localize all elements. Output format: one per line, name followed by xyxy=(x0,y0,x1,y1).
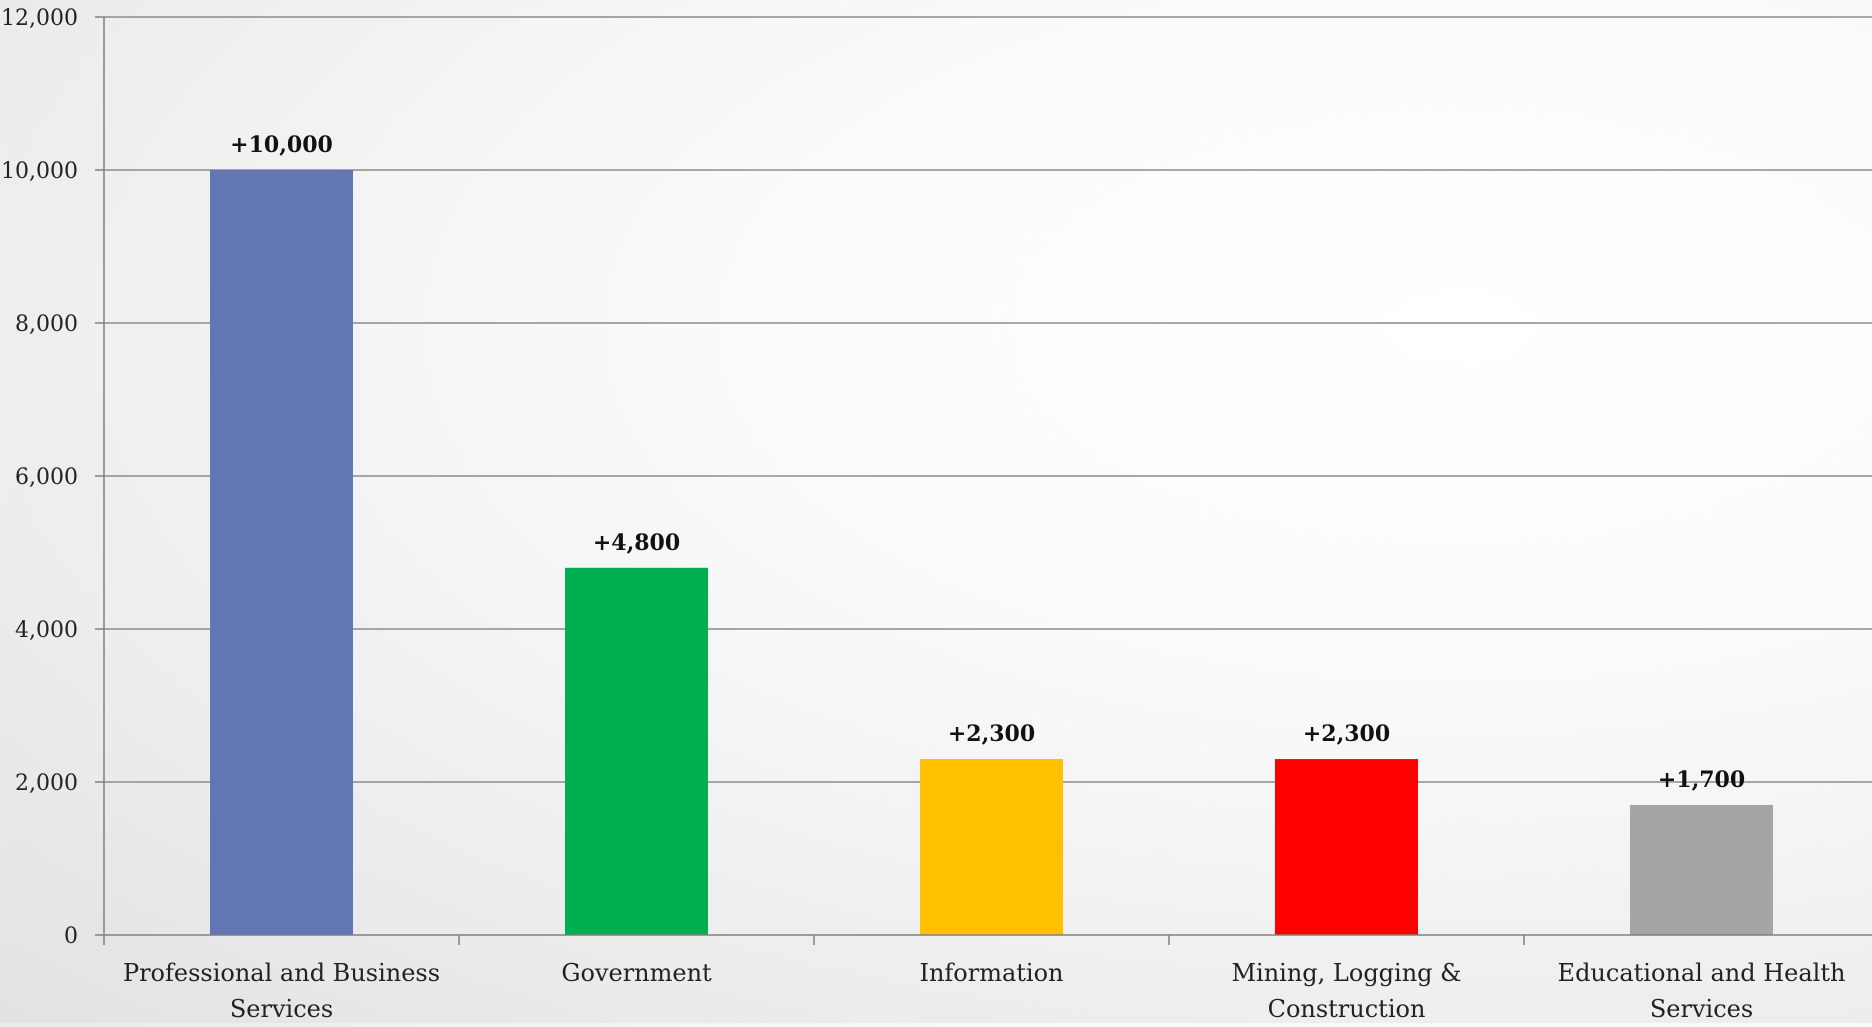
category-label: Educational and Health Services xyxy=(1558,959,1846,1023)
category-label: Government xyxy=(561,959,712,987)
category-label-line: Government xyxy=(561,959,712,987)
category-label-line: Educational and Health xyxy=(1558,959,1846,987)
data-label: +1,700 xyxy=(1658,767,1745,793)
y-tick-label: 4,000 xyxy=(15,618,78,643)
category-label-line: Professional and Business xyxy=(123,959,440,987)
category-label-line: Services xyxy=(1650,995,1753,1023)
y-tick-label: 12,000 xyxy=(1,6,78,31)
labels: 0 2,000 4,000 6,000 8,000 10,000 12,000 +10,000… xyxy=(1,6,1845,1023)
bar xyxy=(1275,759,1418,935)
data-label: +2,300 xyxy=(948,721,1035,747)
bar xyxy=(565,567,708,935)
category-label: Mining, Logging & Construction xyxy=(1231,959,1461,1023)
y-tick-label: 6,000 xyxy=(15,465,78,490)
category-label-line: Construction xyxy=(1268,995,1426,1023)
y-tick-label: 8,000 xyxy=(15,312,78,337)
data-label: +2,300 xyxy=(1303,721,1390,747)
axes xyxy=(95,16,1872,945)
bars xyxy=(210,170,1773,935)
category-label-line: Mining, Logging & xyxy=(1231,959,1461,987)
bar xyxy=(920,759,1063,935)
bar xyxy=(210,170,353,935)
bar xyxy=(1630,804,1773,935)
y-tick-label: 10,000 xyxy=(1,159,78,184)
category-label: Professional and Business Services xyxy=(123,959,440,1023)
gridlines xyxy=(104,16,1872,783)
category-label: Information xyxy=(919,959,1063,987)
data-label: +4,800 xyxy=(593,530,680,556)
category-label-line: Information xyxy=(919,959,1063,987)
y-tick-label: 2,000 xyxy=(15,771,78,796)
data-label: +10,000 xyxy=(230,132,333,158)
category-label-line: Services xyxy=(230,995,333,1023)
y-tick-label: 0 xyxy=(64,924,78,949)
